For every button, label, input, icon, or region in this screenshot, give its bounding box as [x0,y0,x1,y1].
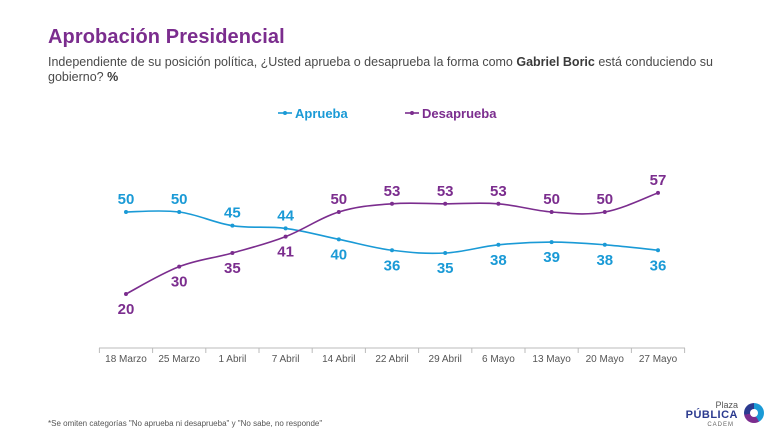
data-label-desaprueba: 50 [543,191,560,208]
data-label-aprueba: 40 [330,246,347,263]
data-point-desaprueba [283,234,288,239]
x-tick-label: 29 Abril [429,354,462,365]
legend-marker-desaprueba [410,111,414,115]
logo-icon [744,403,764,423]
footnote: *Se omiten categorías "No aprueba ni des… [48,419,323,428]
data-point-desaprueba [443,201,448,206]
data-label-aprueba: 50 [118,191,135,208]
x-tick-label: 25 Marzo [158,354,200,365]
logo-line3: CADEM [707,422,734,428]
data-label-aprueba: 36 [384,257,401,274]
data-label-aprueba: 35 [437,260,454,277]
data-point-aprueba [656,248,660,253]
x-tick-label: 7 Abril [272,354,300,365]
data-label-desaprueba: 20 [118,301,135,318]
data-point-aprueba [602,242,607,247]
logo-line1: Plaza [715,400,738,410]
plaza-publica-logo: Plaza PÚBLICA CADEM [682,397,772,433]
data-point-aprueba [390,248,394,253]
data-label-aprueba: 44 [277,207,294,224]
x-tick-label: 6 Mayo [482,354,515,365]
data-point-aprueba [549,240,554,245]
data-label-aprueba: 38 [490,252,507,269]
x-tick-label: 20 Mayo [586,354,625,365]
subtitle-percent: % [107,70,119,84]
chart-title: Aprobación Presidencial [48,26,285,48]
data-label-desaprueba: 53 [437,183,454,200]
legend: Aprueba Desaprueba [278,106,497,121]
x-tick-label: 27 Mayo [639,354,678,365]
subtitle-text-end: está conduciendo su gobierno? [48,55,713,84]
data-label-desaprueba: 57 [650,172,667,189]
data-point-desaprueba [390,201,394,206]
subtitle-text: Independiente de su posición política, ¿… [48,55,517,69]
data-label-desaprueba: 53 [384,183,401,200]
legend-marker-aprueba [283,111,287,115]
data-label-aprueba: 36 [650,257,667,274]
data-label-desaprueba: 50 [596,191,613,208]
data-point-aprueba [496,242,501,247]
data-label-aprueba: 45 [224,205,241,222]
x-tick-label: 18 Marzo [105,354,147,365]
x-tick-label: 13 Mayo [532,354,571,365]
data-point-desaprueba [602,210,607,214]
legend-label-aprueba: Aprueba [295,106,349,121]
data-point-desaprueba [496,201,501,206]
legend-label-desaprueba: Desaprueba [422,106,497,121]
data-labels: 50 50 45 44 40 36 35 38 39 38 36 20 30 35 41 50 53 53 53 50… [118,172,667,318]
data-point-desaprueba [656,190,660,195]
data-point-aprueba [124,210,128,214]
data-point-aprueba [230,223,235,228]
data-point-aprueba [443,251,448,255]
logo-line2: PÚBLICA [685,409,738,421]
x-tick-label: 22 Abril [375,354,408,365]
data-label-desaprueba: 35 [224,260,241,277]
series-line-aprueba [125,210,659,255]
data-point-desaprueba [177,264,182,269]
data-point-desaprueba [230,251,235,255]
data-point-desaprueba [549,210,554,214]
series-lines [124,190,660,296]
data-label-aprueba: 38 [596,252,613,269]
data-label-aprueba: 50 [171,191,188,208]
data-label-desaprueba: 50 [330,191,347,208]
data-point-desaprueba [124,292,128,296]
x-axis: 18 Marzo 25 Marzo 1 Abril 7 Abril 14 Abril 22… [98,347,686,365]
data-label-desaprueba: 30 [171,274,188,291]
data-point-aprueba [283,226,288,231]
data-point-aprueba [177,210,182,214]
x-tick-label: 1 Abril [219,354,247,365]
data-label-aprueba: 39 [543,249,560,266]
data-label-desaprueba: 53 [490,183,507,200]
data-label-desaprueba: 41 [277,244,294,261]
data-point-aprueba [336,237,341,242]
x-tick-label: 14 Abril [322,354,355,365]
data-point-desaprueba [336,210,341,214]
chart-subtitle: Independiente de su posición política, ¿… [48,55,748,85]
subtitle-name: Gabriel Boric [516,55,595,69]
